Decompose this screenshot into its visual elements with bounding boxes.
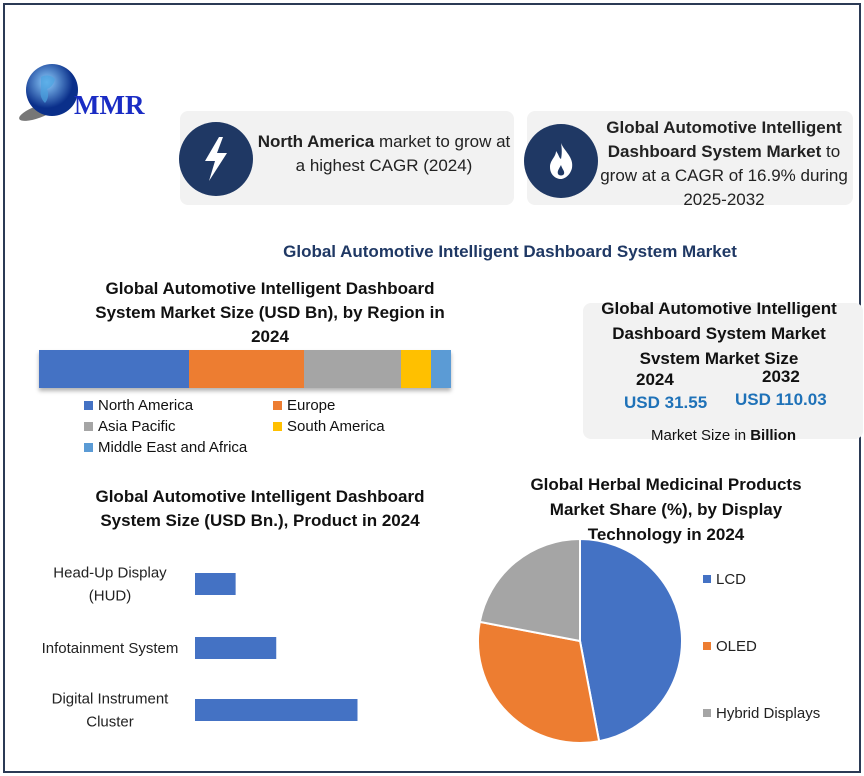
value-2024: USD 31.55 bbox=[624, 393, 708, 412]
segment-south-america bbox=[400, 350, 431, 388]
category-label: Infotainment System bbox=[42, 640, 179, 657]
slice-oled bbox=[477, 620, 601, 744]
legend-label: LCD bbox=[716, 571, 746, 588]
legend-mea: Middle East and Africa bbox=[84, 439, 247, 456]
category-label: Head-Up Display bbox=[53, 565, 167, 582]
year-2024: 2024 bbox=[636, 370, 674, 389]
callout-text: Global Automotive Intelligent Dashboard … bbox=[600, 118, 848, 209]
main-title: Global Automotive Intelligent Dashboard … bbox=[283, 242, 737, 261]
pie-chart-title: Global Herbal Medicinal Products Market … bbox=[530, 475, 802, 544]
product-bar-chart: Head-Up Display (HUD) Infotainment System D… bbox=[42, 565, 358, 731]
region-stacked-bar bbox=[39, 350, 451, 388]
lightning-icon bbox=[179, 122, 253, 196]
flame-icon bbox=[524, 124, 598, 198]
category-label: Digital Instrument bbox=[52, 691, 170, 708]
legend-label: Hybrid Displays bbox=[716, 705, 820, 722]
logo-text: MMR bbox=[74, 90, 145, 120]
value-2032: USD 110.03 bbox=[735, 390, 827, 409]
display-pie-chart: LCD OLED Hybrid Displays bbox=[477, 537, 820, 744]
market-size-card bbox=[583, 303, 863, 439]
segment-north-america bbox=[39, 350, 189, 388]
legend-north-america: North America bbox=[84, 397, 193, 414]
callout-text: North America market to grow at a highes… bbox=[257, 132, 511, 175]
region-chart-title: Global Automotive Intelligent Dashboard … bbox=[95, 279, 445, 346]
segment-europe bbox=[188, 350, 304, 388]
segment-asia-pacific bbox=[303, 350, 401, 388]
market-size-title: Global Automotive Intelligent Dashboard … bbox=[601, 299, 837, 366]
product-chart-title: Global Automotive Intelligent Dashboard … bbox=[95, 487, 425, 530]
legend-swatch bbox=[703, 642, 711, 650]
legend-europe: Europe bbox=[273, 397, 335, 414]
legend-swatch bbox=[703, 709, 711, 717]
bar-1 bbox=[195, 637, 277, 659]
category-label: (HUD) bbox=[89, 588, 132, 605]
legend-south-america: South America bbox=[273, 418, 385, 435]
segment-middle-east-and-africa bbox=[430, 350, 451, 388]
legend-label: OLED bbox=[716, 638, 757, 655]
year-2032: 2032 bbox=[762, 367, 800, 386]
bar-0 bbox=[195, 573, 236, 595]
legend-swatch bbox=[703, 575, 711, 583]
mmr-logo: MMR bbox=[16, 62, 156, 128]
category-label: Cluster bbox=[86, 714, 134, 731]
legend-asia-pacific: Asia Pacific bbox=[84, 418, 176, 435]
market-size-note: Market Size in Billion bbox=[651, 427, 797, 444]
slice-hybrid-displays bbox=[478, 537, 581, 643]
bar-2 bbox=[195, 699, 358, 721]
slice-lcd bbox=[579, 537, 683, 743]
